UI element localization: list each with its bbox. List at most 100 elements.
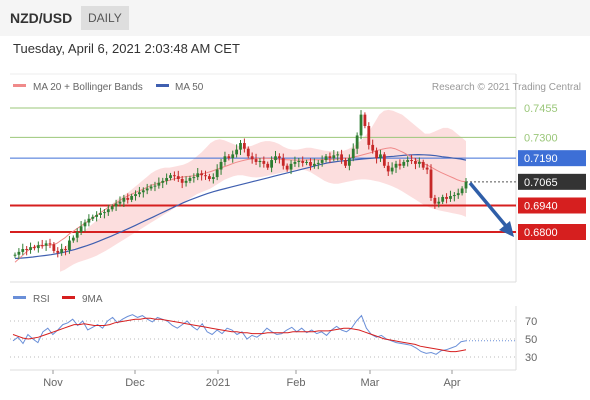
- candle-body: [176, 176, 180, 179]
- candle-body: [103, 212, 106, 214]
- candle-body: [281, 158, 285, 166]
- level-tag-0.7190: [518, 150, 586, 167]
- rsi-panel: 70 50 30: [10, 314, 537, 364]
- rsi-legend-label: RSI: [33, 294, 50, 305]
- candle-body: [324, 156, 328, 161]
- candle-body: [29, 247, 32, 250]
- x-tick-label: 2021: [206, 377, 230, 389]
- candle-body: [332, 155, 336, 159]
- timeframe-badge[interactable]: DAILY: [81, 6, 129, 30]
- candle-body: [355, 135, 359, 149]
- level-tag-0.6940: [518, 197, 586, 214]
- candle-body: [235, 149, 239, 155]
- candle-body: [351, 148, 355, 159]
- candle-body: [200, 173, 204, 176]
- candle-body: [406, 160, 410, 162]
- candle-body: [118, 201, 122, 204]
- candle-body: [433, 197, 437, 204]
- candle-body: [239, 143, 242, 150]
- candle-body: [91, 216, 95, 219]
- candle-body: [254, 159, 258, 162]
- candle-body: [68, 240, 71, 250]
- candle-body: [87, 218, 91, 223]
- candle-body: [328, 156, 332, 159]
- candle-body: [285, 165, 289, 170]
- ma50-line: [14, 153, 467, 260]
- arrow-head: [499, 221, 514, 237]
- rsi-tick-70: 70: [525, 316, 537, 328]
- rsi-tick-50: 50: [525, 334, 537, 346]
- candle-body: [336, 154, 340, 156]
- ma50-legend-swatch: [156, 84, 169, 87]
- candle-body: [223, 156, 227, 162]
- candle-body: [134, 194, 137, 197]
- candle-body: [449, 196, 452, 199]
- candle-body: [359, 114, 363, 136]
- level-tag-0.6800: [518, 224, 586, 240]
- candle-body: [122, 197, 126, 202]
- candle-body: [138, 192, 141, 195]
- candle-body: [464, 181, 468, 189]
- candle-body: [312, 163, 316, 166]
- candle-body: [262, 161, 266, 164]
- candle-body: [75, 232, 79, 238]
- rsi-ma-legend-swatch: [62, 296, 75, 299]
- candle-body: [445, 196, 448, 199]
- candle-body: [293, 161, 297, 164]
- candle-body: [165, 178, 169, 181]
- candle-body: [106, 209, 110, 213]
- candle-body: [184, 180, 188, 183]
- candle-body: [219, 161, 223, 170]
- ma50-path: [14, 153, 467, 260]
- level-label-0.6940: 0.6940: [524, 200, 558, 212]
- candle-body: [21, 249, 25, 252]
- candle-body: [173, 175, 176, 177]
- candle-body: [258, 161, 262, 163]
- candle-body: [17, 251, 21, 255]
- candle-body: [402, 161, 406, 166]
- candle-body: [204, 175, 207, 177]
- rsi-tick-30: 30: [525, 352, 537, 364]
- level-label-0.7300: 0.7300: [524, 132, 558, 144]
- candle-body: [192, 177, 196, 179]
- header-bar: NZD/USD DAILY: [0, 0, 590, 36]
- candle-body: [390, 167, 394, 172]
- bollinger-band-area: [60, 109, 466, 272]
- ma50-legend-label: MA 50: [175, 82, 204, 93]
- timestamp: Tuesday, April 6, 2021 2:03:48 AM CET: [13, 41, 240, 56]
- candle-body: [460, 188, 464, 194]
- x-tick-label: Apr: [443, 377, 460, 389]
- candle-body: [231, 154, 235, 159]
- candle-body: [99, 213, 102, 215]
- candle-body: [316, 162, 320, 164]
- candle-body: [48, 243, 52, 245]
- level-label-0.6800: 0.6800: [524, 227, 558, 239]
- candle-body: [188, 178, 192, 181]
- candle-body: [207, 176, 211, 179]
- candle-body: [441, 196, 445, 202]
- level-tag-0.7065: [518, 173, 586, 190]
- candle-body: [60, 249, 64, 253]
- candle-body: [149, 186, 153, 189]
- candle-body: [394, 163, 398, 168]
- rsi-ma-path: [12, 317, 467, 353]
- candle-body: [64, 249, 67, 251]
- candle-body: [437, 201, 441, 204]
- candle-body: [320, 160, 324, 163]
- candle-body: [110, 206, 114, 210]
- candle-body: [145, 188, 149, 191]
- candle-body: [215, 169, 219, 178]
- level-label-0.7065: 0.7065: [524, 177, 558, 189]
- candle-body: [36, 245, 40, 249]
- candle-body: [71, 237, 75, 241]
- x-tick-label: Feb: [287, 377, 306, 389]
- candle-body: [161, 180, 165, 183]
- candle-body: [56, 250, 60, 253]
- x-tick-label: Nov: [43, 377, 63, 389]
- level-label-0.7190: 0.7190: [524, 153, 558, 165]
- candle-body: [274, 156, 277, 161]
- candle-body: [421, 161, 425, 168]
- candle-body: [157, 182, 161, 186]
- candle-body: [126, 197, 130, 200]
- rsi-ma-legend-label: 9MA: [82, 294, 103, 305]
